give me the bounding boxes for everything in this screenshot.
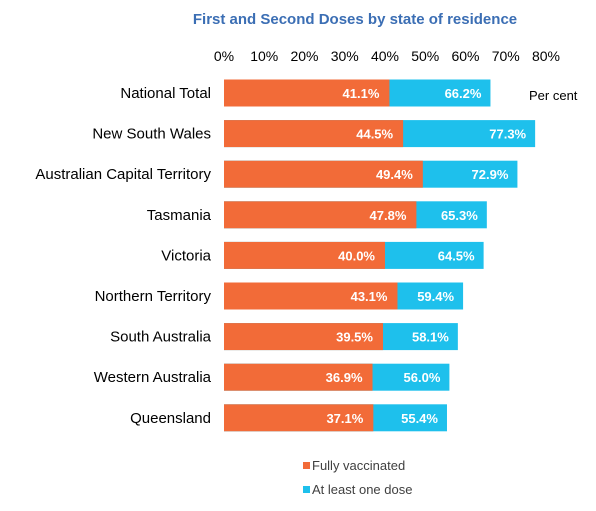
category-label: Northern Territory bbox=[95, 288, 212, 305]
data-label-fully-vaccinated: 47.8% bbox=[370, 208, 407, 223]
bar-fully-vaccinated bbox=[224, 160, 423, 188]
data-label-fully-vaccinated: 40.0% bbox=[338, 248, 375, 263]
category-label: Victoria bbox=[161, 247, 211, 264]
legend-label: At least one dose bbox=[312, 482, 412, 497]
data-label-at-least-one-dose: 72.9% bbox=[472, 167, 509, 182]
legend-swatch bbox=[303, 462, 310, 469]
x-tick-label: 50% bbox=[411, 48, 439, 64]
bar-fully-vaccinated bbox=[224, 363, 373, 391]
x-tick-label: 30% bbox=[331, 48, 359, 64]
bars bbox=[224, 79, 536, 432]
data-label-at-least-one-dose: 58.1% bbox=[412, 330, 449, 345]
data-label-at-least-one-dose: 59.4% bbox=[417, 289, 454, 304]
data-label-fully-vaccinated: 44.5% bbox=[356, 127, 393, 142]
bar-fully-vaccinated bbox=[224, 241, 385, 269]
x-tick-label: 60% bbox=[451, 48, 479, 64]
data-label-fully-vaccinated: 36.9% bbox=[326, 370, 363, 385]
x-tick-label: 10% bbox=[250, 48, 278, 64]
legend: Fully vaccinated At least one dose bbox=[303, 458, 412, 497]
x-tick-label: 80% bbox=[532, 48, 560, 64]
x-tick-label: 70% bbox=[492, 48, 520, 64]
category-label: Western Australia bbox=[94, 369, 212, 386]
bar-fully-vaccinated bbox=[224, 79, 390, 107]
category-label: South Australia bbox=[110, 329, 212, 346]
data-label-fully-vaccinated: 37.1% bbox=[326, 411, 363, 426]
data-label-fully-vaccinated: 39.5% bbox=[336, 330, 373, 345]
legend-label: Fully vaccinated bbox=[312, 458, 405, 473]
category-label: Queensland bbox=[130, 410, 211, 427]
category-label: Tasmania bbox=[147, 207, 212, 224]
bar-fully-vaccinated bbox=[224, 404, 374, 432]
legend-swatch bbox=[303, 486, 310, 493]
category-labels: National Total New South Wales Australian … bbox=[35, 85, 211, 427]
x-axis-ticks: 0% 10% 20% 30% 40% 50% 60% 70% 80% bbox=[214, 48, 560, 64]
category-label: New South Wales bbox=[92, 126, 211, 143]
data-label-fully-vaccinated: 41.1% bbox=[343, 86, 380, 101]
data-label-at-least-one-dose: 55.4% bbox=[401, 411, 438, 426]
bar-fully-vaccinated bbox=[224, 282, 398, 310]
data-label-at-least-one-dose: 65.3% bbox=[441, 208, 478, 223]
data-labels: 41.1% 66.2% 44.5% 77.3% 49.4% 72.9% 47.8% 65.3%… bbox=[326, 86, 527, 426]
data-label-at-least-one-dose: 77.3% bbox=[489, 127, 526, 142]
x-tick-label: 0% bbox=[214, 48, 234, 64]
data-label-fully-vaccinated: 43.1% bbox=[351, 289, 388, 304]
chart-title: First and Second Doses by state of resid… bbox=[193, 11, 517, 28]
category-label: National Total bbox=[120, 85, 211, 102]
data-label-fully-vaccinated: 49.4% bbox=[376, 167, 413, 182]
x-tick-label: 40% bbox=[371, 48, 399, 64]
bar-fully-vaccinated bbox=[224, 120, 404, 148]
category-label: Australian Capital Territory bbox=[35, 166, 211, 183]
unit-label: Per cent bbox=[529, 88, 578, 103]
x-tick-label: 20% bbox=[290, 48, 318, 64]
data-label-at-least-one-dose: 56.0% bbox=[404, 370, 441, 385]
bar-fully-vaccinated bbox=[224, 323, 383, 351]
data-label-at-least-one-dose: 64.5% bbox=[438, 248, 475, 263]
bar-fully-vaccinated bbox=[224, 201, 417, 229]
data-label-at-least-one-dose: 66.2% bbox=[445, 86, 482, 101]
